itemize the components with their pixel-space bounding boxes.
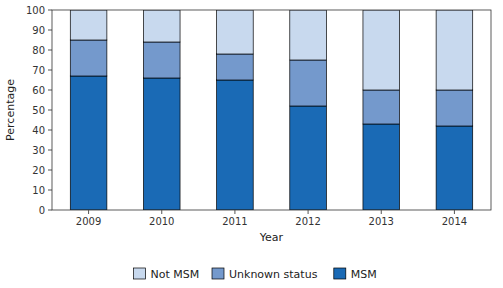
bar-segment	[290, 10, 327, 60]
bar-segment	[143, 10, 180, 42]
legend-label: MSM	[351, 268, 377, 281]
x-tick	[454, 210, 455, 214]
y-axis: 0 10 20 30 40 50 60 70 80 90 100	[26, 5, 52, 216]
legend-swatch	[334, 268, 346, 279]
y-tick	[48, 70, 52, 71]
bar-segment	[70, 76, 107, 210]
y-tick-label: 30	[32, 145, 45, 156]
y-tick	[48, 190, 52, 191]
y-tick	[48, 170, 52, 171]
bar-segment	[363, 10, 400, 90]
y-tick	[48, 90, 52, 91]
bar-segment	[70, 10, 107, 40]
y-tick	[48, 50, 52, 51]
bar-segment	[217, 80, 254, 210]
x-tick	[381, 210, 382, 214]
bar-segment	[363, 90, 400, 124]
y-tick-label: 100	[26, 5, 45, 16]
legend-label: Not MSM	[151, 268, 200, 281]
bar-segment	[217, 54, 254, 80]
bar-segment	[290, 106, 327, 210]
x-tick-label: 2011	[222, 216, 247, 227]
y-tick-label: 20	[32, 165, 45, 176]
legend-swatch	[212, 268, 224, 279]
y-tick-label: 10	[32, 185, 45, 196]
x-axis: 2009 2010 2011 2012 2013 2014	[76, 210, 467, 227]
bar-segment	[143, 78, 180, 210]
y-tick	[48, 10, 52, 11]
y-axis-label: Percentage	[4, 79, 17, 141]
y-tick	[48, 210, 52, 211]
x-tick	[161, 210, 162, 214]
chart-container: 0 10 20 30 40 50 60 70 80 90 100 Percentage 2009 2010…	[0, 0, 503, 288]
bar-segment	[290, 60, 327, 106]
bar-segment	[436, 90, 473, 126]
x-tick-label: 2014	[442, 216, 467, 227]
y-tick	[48, 30, 52, 31]
y-tick	[48, 150, 52, 151]
y-tick-label: 80	[32, 45, 45, 56]
x-tick	[234, 210, 235, 214]
x-tick	[308, 210, 309, 214]
y-tick-label: 60	[32, 85, 45, 96]
x-tick-label: 2012	[295, 216, 320, 227]
x-tick-label: 2009	[76, 216, 101, 227]
y-tick	[48, 110, 52, 111]
chart-svg: 0 10 20 30 40 50 60 70 80 90 100 Percentage 2009 2010…	[0, 0, 503, 288]
x-axis-label: Year	[259, 231, 284, 244]
plot-frame	[52, 10, 491, 210]
y-tick-label: 50	[32, 105, 45, 116]
x-tick-label: 2013	[369, 216, 394, 227]
x-tick	[88, 210, 89, 214]
y-tick-label: 90	[32, 25, 45, 36]
legend: Not MSM Unknown status MSM	[134, 268, 377, 281]
bar-segment	[436, 126, 473, 210]
bar-segment	[363, 124, 400, 210]
y-tick-label: 70	[32, 65, 45, 76]
y-tick-label: 0	[39, 205, 45, 216]
x-tick-label: 2010	[149, 216, 174, 227]
bar-segment	[70, 40, 107, 76]
legend-label: Unknown status	[229, 268, 318, 281]
bar-segment	[143, 42, 180, 78]
legend-swatch	[134, 268, 146, 279]
bar-segment	[217, 10, 254, 54]
y-tick-label: 40	[32, 125, 45, 136]
bar-segment	[436, 10, 473, 90]
bars	[70, 10, 472, 210]
y-tick	[48, 130, 52, 131]
